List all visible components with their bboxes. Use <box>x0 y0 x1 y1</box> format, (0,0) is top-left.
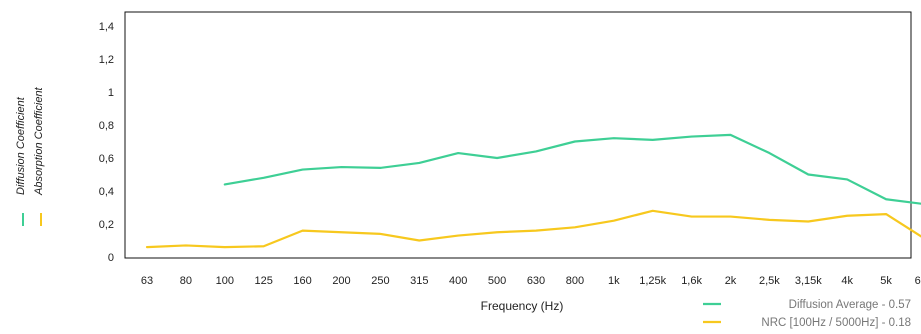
series-lines <box>145 133 921 249</box>
x-tick-label: 2k <box>725 275 737 287</box>
legend-entry-label: NRC [100Hz / 5000Hz] - 0.18 <box>761 317 911 329</box>
diffusion-series-line <box>223 133 921 205</box>
x-tick-label: 6,3k <box>915 275 921 287</box>
legend-entry-label: Diffusion Average - 0.57 <box>789 299 911 311</box>
x-tick-label: 2,5k <box>759 275 780 287</box>
y-axis-label-diffusion: Diffusion Coefficient <box>15 96 27 195</box>
x-axis-ticks: 63 80 100 125 160 200 250 315 400 500 630 800 1k 1,25… <box>141 275 921 287</box>
x-tick-label: 5k <box>880 275 892 287</box>
x-tick-label: 80 <box>180 275 192 287</box>
y-axis-ticks: 0 0,2 0,4 0,6 0,8 1 1,2 1,4 <box>99 21 114 264</box>
legend: Diffusion Average - 0.57 NRC [100Hz / 500… <box>703 299 911 329</box>
x-axis-label: Frequency (Hz) <box>481 299 564 313</box>
x-tick-label: 200 <box>332 275 350 287</box>
y-tick-label: 0,2 <box>99 219 114 231</box>
y-axis-label-absorption: Absorption Coefficient <box>33 86 45 196</box>
x-tick-label: 1,25k <box>639 275 666 287</box>
x-tick-label: 500 <box>488 275 506 287</box>
nrc-series-line <box>145 209 921 249</box>
y-tick-label: 0,6 <box>99 153 114 165</box>
y-tick-label: 0,8 <box>99 120 114 132</box>
x-tick-label: 63 <box>141 275 153 287</box>
x-tick-label: 4k <box>841 275 853 287</box>
x-tick-label: 1k <box>608 275 620 287</box>
x-tick-label: 630 <box>527 275 545 287</box>
y-tick-label: 1,4 <box>99 21 114 33</box>
x-tick-label: 400 <box>449 275 467 287</box>
x-tick-label: 125 <box>255 275 273 287</box>
x-tick-label: 250 <box>371 275 389 287</box>
y-tick-label: 1 <box>108 87 114 99</box>
y-tick-label: 0 <box>108 252 114 264</box>
x-tick-label: 100 <box>216 275 234 287</box>
x-tick-label: 800 <box>566 275 584 287</box>
x-tick-label: 1,6k <box>681 275 702 287</box>
y-tick-label: 0,4 <box>99 186 114 198</box>
y-axis-title: Diffusion Coefficient Absorption Coeffic… <box>15 86 45 226</box>
plot-frame <box>124 11 912 259</box>
x-tick-label: 3,15k <box>795 275 822 287</box>
y-tick-label: 1,2 <box>99 54 114 66</box>
x-tick-label: 160 <box>293 275 311 287</box>
x-tick-label: 315 <box>410 275 428 287</box>
